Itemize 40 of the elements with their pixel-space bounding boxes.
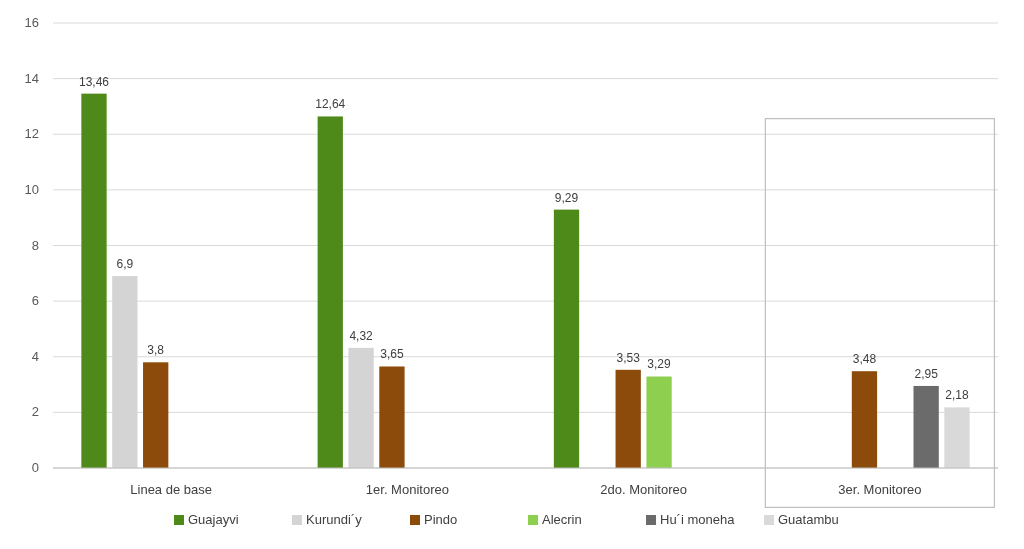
y-tick-label: 16 [24, 15, 39, 30]
data-label: 12,64 [315, 97, 346, 112]
legend-label: Kurundi´y [306, 512, 363, 527]
x-tick-label: Linea de base [130, 482, 212, 497]
data-label: 3,8 [147, 343, 165, 358]
data-label: 13,46 [78, 74, 110, 89]
bar [317, 116, 343, 468]
legend-label: Pindo [424, 512, 458, 527]
y-tick-label: 14 [24, 70, 39, 86]
legend-label: Hu´i moneha [660, 512, 736, 527]
y-tick-label: 0 [31, 460, 39, 475]
bar [615, 369, 641, 468]
data-label: 2,18 [945, 388, 969, 403]
y-tick-label: 10 [24, 181, 39, 197]
bar [143, 362, 169, 468]
bar [646, 376, 672, 468]
data-label: 2,95 [914, 366, 939, 381]
data-label: 6,9 [116, 257, 134, 272]
bar [379, 366, 405, 468]
y-tick-label: 4 [31, 348, 39, 364]
y-tick-label: 6 [31, 293, 39, 309]
legend-label: Alecrin [542, 512, 582, 527]
bar [81, 93, 107, 468]
bar [913, 385, 939, 468]
data-label: 3,65 [380, 347, 404, 362]
bar [851, 371, 878, 468]
x-tick-label: 3er. Monitoreo [838, 482, 922, 497]
data-label: 9,29 [554, 190, 579, 205]
x-tick-label: 1er. Monitoreo [365, 482, 449, 497]
y-tick-label: 8 [31, 237, 39, 253]
legend-label: Guajayvi [188, 512, 239, 527]
y-tick-label: 12 [24, 126, 39, 142]
data-label: 3,48 [852, 352, 877, 367]
data-label: 4,32 [349, 328, 374, 343]
data-label: 3,53 [616, 350, 641, 365]
y-tick-label: 2 [31, 404, 39, 420]
x-tick-label: 2do. Monitoreo [600, 482, 687, 497]
data-label: 3,29 [647, 357, 672, 372]
legend-label: Guatambu [778, 512, 839, 527]
bar [553, 209, 580, 468]
